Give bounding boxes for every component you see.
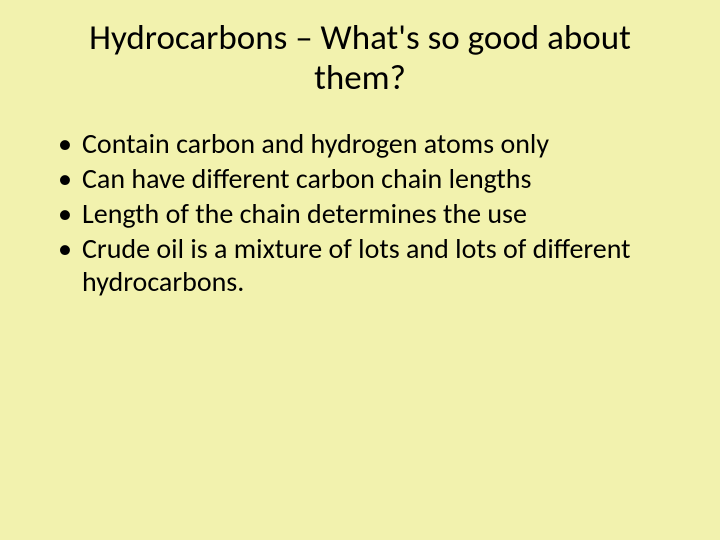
slide-title: Hydrocarbons – What's so good about them…	[40, 18, 680, 99]
list-item: Contain carbon and hydrogen atoms only	[58, 127, 680, 160]
list-item: Length of the chain determines the use	[58, 197, 680, 230]
bullet-list: Contain carbon and hydrogen atoms only C…	[40, 127, 680, 298]
list-item: Can have different carbon chain lengths	[58, 162, 680, 195]
list-item: Crude oil is a mixture of lots and lots …	[58, 232, 680, 298]
slide: Hydrocarbons – What's so good about them…	[0, 0, 720, 540]
